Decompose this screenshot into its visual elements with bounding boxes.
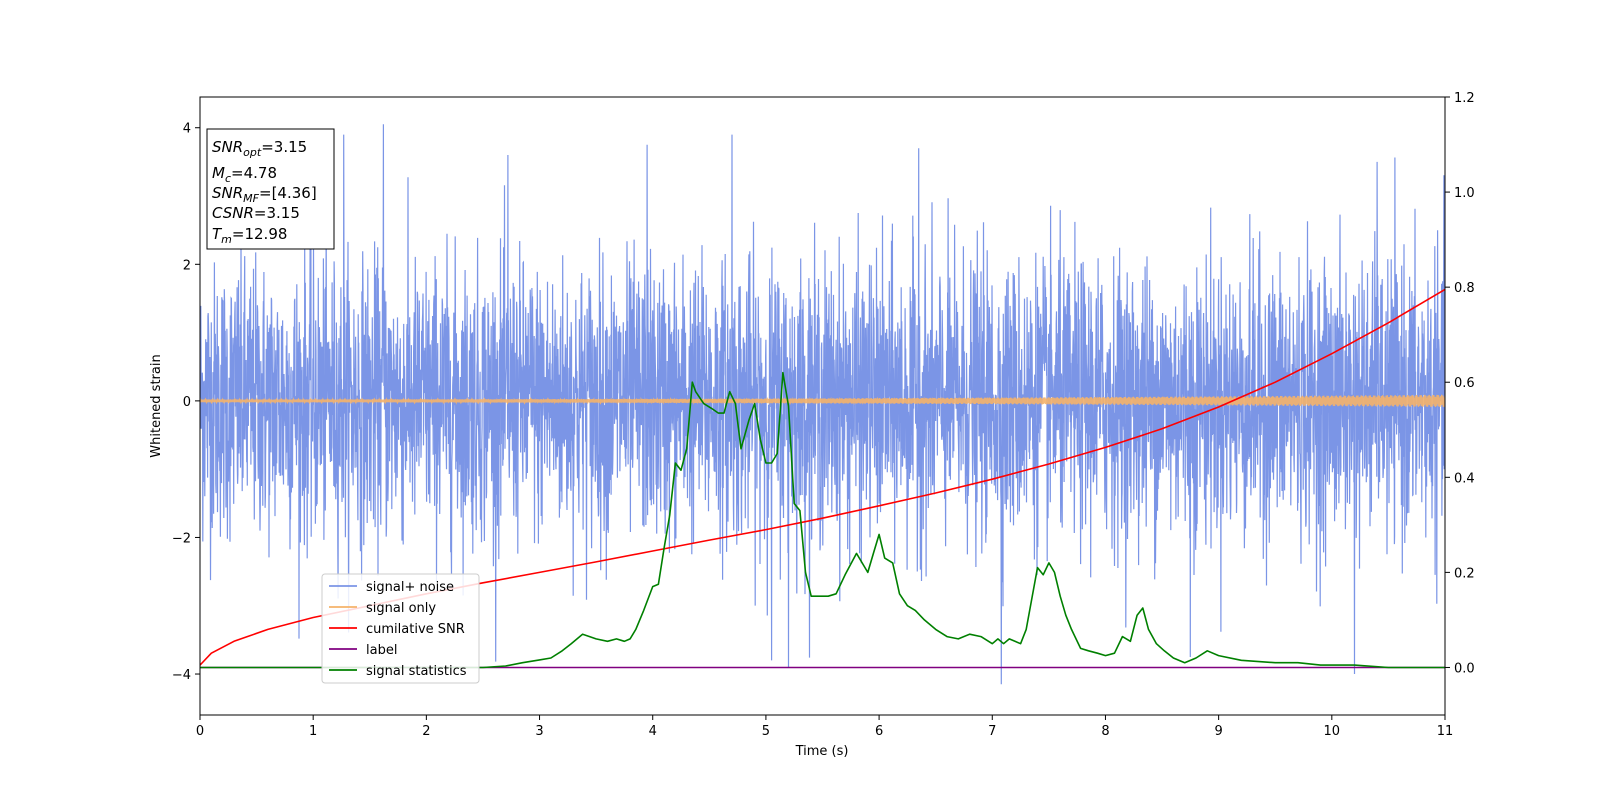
y-tick-label: 0: [183, 395, 191, 410]
y-tick-label: 4: [183, 122, 191, 137]
annotation-frame: [206, 128, 335, 250]
x-tick-label: 9: [1214, 724, 1222, 739]
y-tick-label: −2: [172, 531, 191, 546]
signal-only-series: [200, 394, 1445, 408]
y2-tick-label: 0.8: [1454, 281, 1475, 296]
signal-statistics-line: [200, 371, 1445, 669]
annotation-line: SNRopt=3.15: [212, 138, 307, 159]
y2-tick-label: 0.0: [1454, 661, 1475, 676]
x-tick-label: 8: [1101, 724, 1109, 739]
annotation-line: Tm=12.98: [212, 225, 287, 246]
y2-tick-label: 1.2: [1454, 91, 1475, 106]
y-axis-label: Whitened strain: [149, 354, 164, 457]
x-axis: 0 1 2 3 4 5 6 7 8 9 10 11: [196, 715, 1453, 739]
legend-label: label: [366, 643, 397, 658]
x-axis-label: Time (s): [795, 744, 849, 759]
x-tick-label: 6: [875, 724, 883, 739]
signal-only-line: [200, 394, 1445, 408]
x-tick-label: 2: [422, 724, 430, 739]
x-tick-label: 0: [196, 724, 204, 739]
legend-frame: [321, 573, 480, 684]
x-tick-label: 3: [535, 724, 543, 739]
y-axis-left: −4 −2 0 2 4: [172, 122, 200, 683]
x-tick-label: 10: [1324, 724, 1341, 739]
x-tick-label: 7: [988, 724, 996, 739]
legend-label: cumilative SNR: [366, 622, 465, 637]
annotation-line: SNRMF=[4.36]: [212, 184, 317, 205]
legend-label: signal only: [366, 601, 436, 616]
annotation-line: Mc=4.78: [212, 164, 277, 185]
y-tick-label: −4: [172, 668, 191, 683]
y2-tick-label: 0.4: [1454, 471, 1475, 486]
y2-tick-label: 1.0: [1454, 186, 1475, 201]
x-tick-label: 1: [309, 724, 317, 739]
y-tick-label: 2: [183, 258, 191, 273]
cumulative-snr-line: [200, 288, 1445, 666]
legend-label: signal statistics: [366, 664, 467, 679]
legend-label: signal+ noise: [366, 580, 454, 595]
x-tick-label: 4: [649, 724, 657, 739]
x-tick-label: 11: [1437, 724, 1454, 739]
y2-tick-label: 0.2: [1454, 566, 1475, 581]
x-tick-label: 5: [762, 724, 770, 739]
y-axis-right: 0.0 0.2 0.4 0.6 0.8 1.0 1.2: [1445, 91, 1475, 676]
plot-frame: [199, 96, 1446, 716]
y2-tick-label: 0.6: [1454, 376, 1475, 391]
legend: signal+ noise signal only cumilative SNR la…: [321, 573, 480, 684]
annotation-line: CSNR=3.15: [212, 204, 300, 222]
